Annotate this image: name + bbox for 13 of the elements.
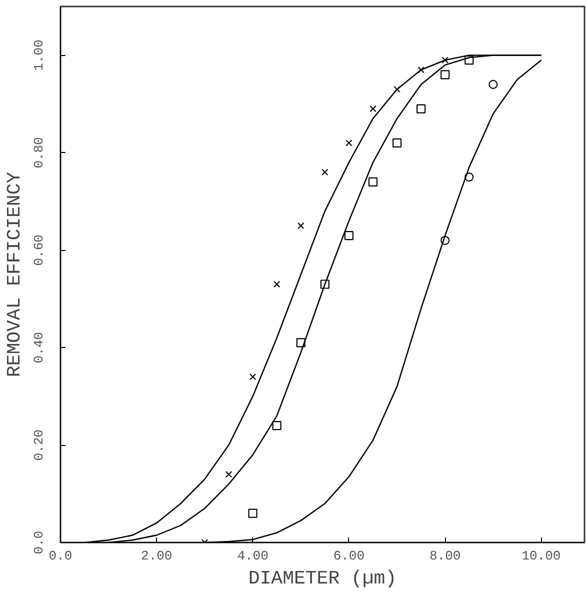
- y-axis-title: REMOVAL EFFICIENCY: [4, 171, 26, 378]
- x-tick-label: 10.00: [522, 548, 561, 564]
- y-tick-label: 1.00: [32, 40, 46, 71]
- y-tick-label: 0.20: [32, 429, 46, 461]
- y-tick-label: 0.80: [32, 137, 46, 168]
- x-axis-title: DIAMETER (µm): [248, 568, 397, 590]
- x-tick-label: 2.00: [141, 548, 172, 564]
- x-tick-label: 0.0: [48, 548, 72, 564]
- x-tick-label: 6.00: [333, 548, 365, 564]
- x-tick-label: 8.00: [429, 548, 461, 564]
- y-tick-label: 0.40: [32, 332, 46, 364]
- y-tick-label: 0.60: [32, 234, 46, 266]
- x-tick-label: 4.00: [237, 548, 268, 564]
